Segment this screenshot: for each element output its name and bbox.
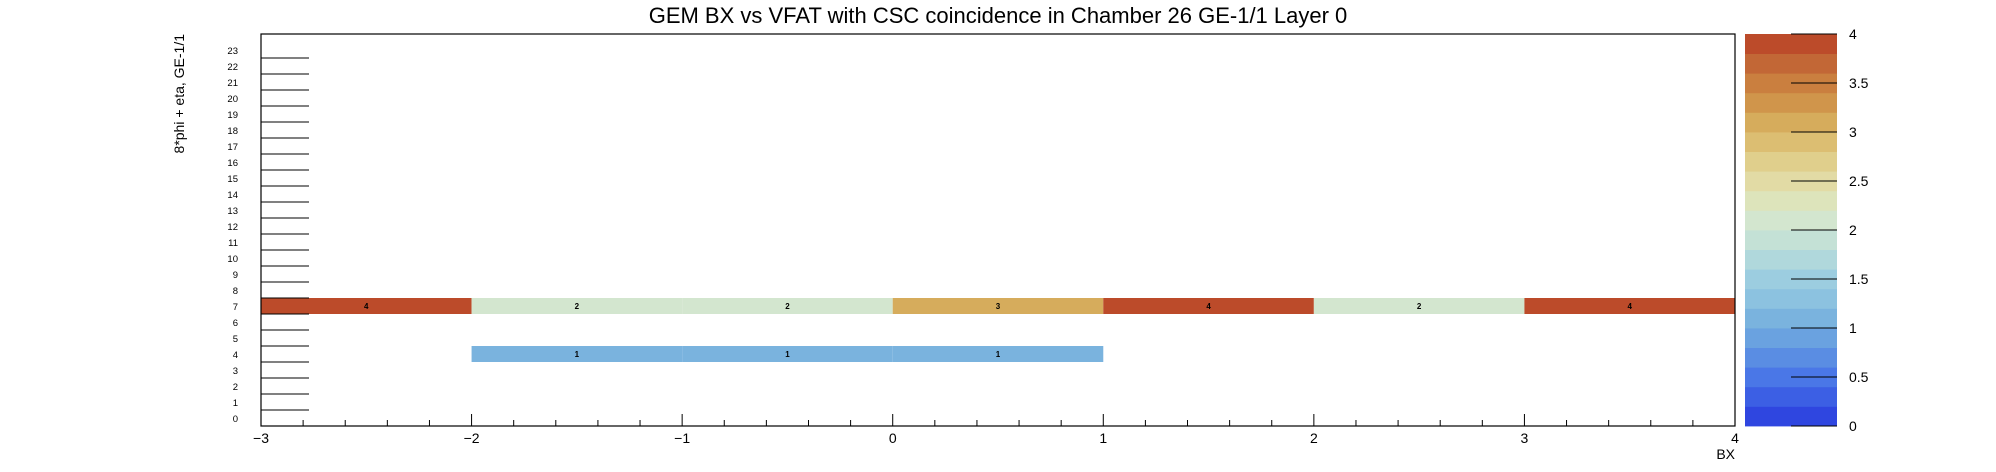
cell-value-label: 1: [575, 350, 580, 359]
color-scale-segment: [1745, 230, 1837, 250]
y-tick-label: 0: [233, 414, 238, 425]
cells-layer: 4 2 2 3 4 2 4 1 1 1: [261, 298, 1735, 362]
y-tick-label: 20: [227, 94, 238, 105]
color-scale-segment: [1745, 151, 1837, 172]
chart-title: GEM BX vs VFAT with CSC coincidence in C…: [649, 3, 1348, 28]
x-tick-label: 4: [1731, 430, 1739, 446]
y-tick-label: 7: [233, 302, 238, 313]
y-tick-label: 21: [227, 78, 238, 89]
color-scale-label: 0: [1849, 418, 1857, 434]
color-scale-segment: [1745, 288, 1837, 309]
color-scale-segment: [1745, 328, 1837, 348]
y-tick-label: 5: [233, 334, 238, 345]
y-tick-label: 9: [233, 270, 238, 281]
heatmap-cell: [682, 346, 893, 362]
x-tick-label: 2: [1310, 430, 1318, 446]
y-tick-label: 1: [233, 398, 238, 409]
x-tick-label: 0: [889, 430, 897, 446]
color-scale-segment: [1745, 406, 1837, 427]
color-scale-segment: [1745, 386, 1837, 407]
y-tick-label: 16: [227, 158, 238, 169]
color-scale-segment: [1745, 34, 1837, 54]
color-scale-segment: [1745, 347, 1837, 368]
y-tick-label: 8: [233, 286, 238, 297]
cell-value-label: 4: [1206, 302, 1211, 311]
y-tick-label: 4: [233, 350, 238, 361]
y-tick-label: 13: [227, 206, 238, 217]
y-tick-label: 12: [227, 222, 238, 233]
color-scale-segment: [1745, 190, 1837, 211]
y-tick-label: 3: [233, 366, 238, 377]
y-tick-label: 22: [227, 62, 238, 73]
color-scale-segment: [1745, 308, 1837, 329]
heatmap-cell: [892, 298, 1104, 314]
y-tick-label: 15: [227, 174, 238, 185]
x-tick-label: 3: [1521, 430, 1529, 446]
y-tick-label: 23: [227, 46, 238, 57]
heatmap-cell: [261, 298, 472, 314]
cell-value-label: 2: [785, 302, 790, 311]
color-scale-segment: [1745, 132, 1837, 152]
color-scale-segment: [1745, 92, 1837, 113]
heatmap-cell: [1524, 298, 1735, 314]
x-tick-label: −3: [253, 430, 269, 446]
x-tick-label: −2: [464, 430, 480, 446]
heatmap-cell: [471, 346, 683, 362]
cell-value-label: 1: [785, 350, 790, 359]
color-scale-label: 1: [1849, 320, 1857, 336]
color-scale-segment: [1745, 210, 1837, 231]
plot-frame: [260, 33, 1736, 427]
cell-value-label: 2: [575, 302, 580, 311]
y-tick-label: 6: [233, 318, 238, 329]
heatmap-cell: [1103, 298, 1314, 314]
cell-value-label: 4: [1627, 302, 1632, 311]
heatmap-cell: [1313, 298, 1525, 314]
color-scale-label: 2.5: [1849, 173, 1869, 189]
y-tick-label: 2: [233, 382, 238, 393]
x-tick-label: 1: [1099, 430, 1107, 446]
y-tick-label: 10: [227, 254, 238, 265]
color-scale-label: 1.5: [1849, 271, 1869, 287]
color-scale-label: 3: [1849, 124, 1857, 140]
color-scale-label: 0.5: [1849, 369, 1869, 385]
heatmap-cell: [682, 298, 893, 314]
row-tick-lines: [261, 57, 309, 427]
heatmap-cell: [892, 346, 1104, 362]
y-tick-label: 11: [228, 238, 238, 249]
x-axis: −3 −2 −1 0 1 2 3 4: [253, 414, 1739, 446]
y-tick-label: 18: [227, 126, 238, 137]
color-scale-segment: [1745, 53, 1837, 74]
y-tick-label: 19: [227, 110, 238, 121]
color-scale-segment: [1745, 112, 1837, 133]
x-tick-label: −1: [674, 430, 690, 446]
color-scale-label: 4: [1849, 26, 1857, 42]
color-scale: 0 0.5 1 1.5 2 2.5 3 3.5 4: [1745, 26, 1869, 434]
y-tick-label: 17: [227, 142, 238, 153]
color-scale-segment: [1745, 249, 1837, 270]
cell-value-label: 4: [364, 302, 369, 311]
color-scale-label: 2: [1849, 222, 1857, 238]
cell-value-label: 1: [996, 350, 1001, 359]
y-axis-label: 8*phi + eta, GE-1/1: [171, 34, 187, 154]
cell-value-label: 2: [1417, 302, 1422, 311]
x-axis-label: BX: [1716, 446, 1735, 462]
cell-value-label: 3: [996, 302, 1001, 311]
color-scale-label: 3.5: [1849, 75, 1869, 91]
heatmap-cell: [471, 298, 683, 314]
y-tick-label: 14: [227, 190, 238, 201]
